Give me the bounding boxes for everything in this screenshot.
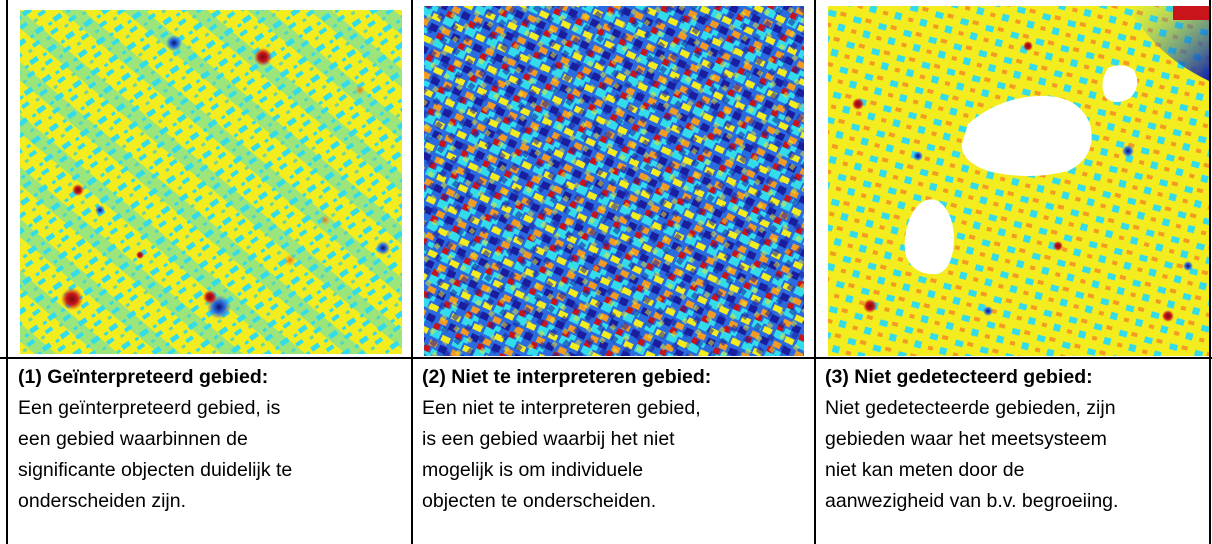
- magnetometer-map-undetected-icon: [828, 6, 1209, 356]
- magnetometer-map-uninterpretable-icon: [424, 6, 804, 356]
- magnetometer-map-interpreted-image: [20, 10, 402, 354]
- cell-title: (2) Niet te interpreteren gebied:: [422, 366, 712, 388]
- cell-uninterpretable: (2) Niet te interpreteren gebied: Een ni…: [416, 362, 816, 517]
- table-border-col2: [814, 0, 816, 544]
- cell-line: gebieden waar het meetsysteem: [825, 428, 1107, 450]
- table-border-right: [1209, 0, 1211, 544]
- table-row-divider: [0, 357, 1212, 359]
- table-border-left: [6, 0, 8, 544]
- cell-line: onderscheiden zijn.: [18, 490, 187, 512]
- cell-line: een gebied waarbinnen de: [18, 428, 248, 450]
- magnetometer-map-interpreted-icon: [20, 10, 402, 354]
- magnetometer-map-uninterpretable-image: [424, 6, 804, 356]
- cell-line: aanwezigheid van b.v. begroeiing.: [825, 490, 1119, 512]
- cell-title: (1) Geïnterpreteerd gebied:: [18, 366, 269, 388]
- cell-line: Een niet te interpreteren gebied,: [422, 397, 701, 419]
- table-border-col1: [411, 0, 413, 544]
- cell-line: mogelijk is om individuele: [422, 459, 644, 481]
- cell-interpreted: (1) Geïnterpreteerd gebied: Een geïnterp…: [12, 362, 412, 517]
- cell-line: objecten te onderscheiden.: [422, 490, 657, 512]
- magnetometer-map-undetected-image: [828, 6, 1209, 356]
- cell-title: (3) Niet gedetecteerd gebied:: [825, 366, 1093, 388]
- cell-line: niet kan meten door de: [825, 459, 1025, 481]
- cell-line: Een geïnterpreteerd gebied, is: [18, 397, 281, 419]
- cell-undetected: (3) Niet gedetecteerd gebied: Niet gedet…: [819, 362, 1212, 517]
- cell-line: Niet gedetecteerde gebieden, zijn: [825, 397, 1116, 419]
- cell-line: significante objecten duidelijk te: [18, 459, 293, 481]
- cell-line: is een gebied waarbij het niet: [422, 428, 675, 450]
